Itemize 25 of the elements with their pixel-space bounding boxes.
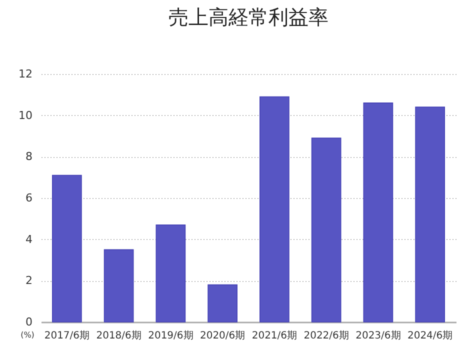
y-tick-label: 8 xyxy=(26,150,32,164)
x-tick-label: 2019/6期 xyxy=(148,330,194,342)
chart-title: 売上高経常利益率 xyxy=(168,5,328,29)
bar xyxy=(156,224,186,322)
y-axis-title: (%) xyxy=(20,330,34,340)
bar xyxy=(363,102,394,322)
x-tick-label: 2023/6期 xyxy=(356,330,401,342)
bar xyxy=(52,174,82,322)
y-tick-label: 12 xyxy=(18,68,32,80)
bar xyxy=(311,138,342,322)
y-tick-label: 4 xyxy=(26,232,32,246)
x-tick-label: 2022/6期 xyxy=(304,330,349,342)
bar xyxy=(415,106,445,322)
x-tick-label: 2021/6期 xyxy=(252,330,298,342)
y-tick-label: 0 xyxy=(26,316,32,328)
bar xyxy=(104,249,134,322)
y-tick-label: 2 xyxy=(26,274,32,288)
bar xyxy=(208,284,238,322)
x-tick-label: 2018/6期 xyxy=(96,330,142,342)
bar xyxy=(260,96,290,322)
y-tick-label: 10 xyxy=(18,108,32,122)
x-tick-label: 2017/6期 xyxy=(44,330,90,342)
x-tick-label: 2020/6期 xyxy=(200,330,246,342)
x-tick-label: 2024/6期 xyxy=(407,330,453,342)
y-tick-label: 6 xyxy=(26,192,32,204)
